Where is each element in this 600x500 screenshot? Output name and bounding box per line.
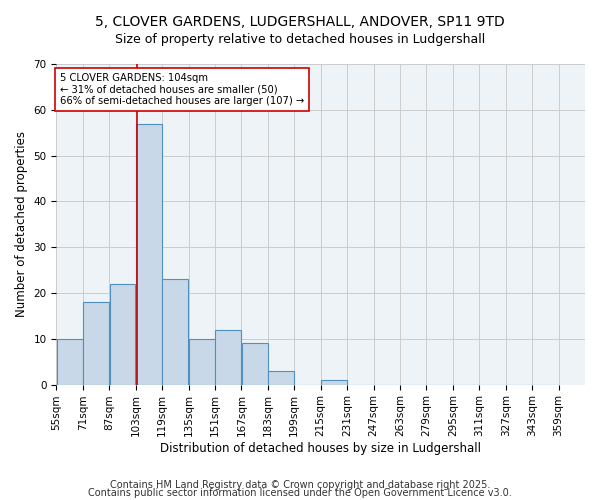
Bar bbox=[83, 302, 109, 384]
Bar bbox=[189, 339, 215, 384]
X-axis label: Distribution of detached houses by size in Ludgershall: Distribution of detached houses by size … bbox=[160, 442, 481, 455]
Y-axis label: Number of detached properties: Number of detached properties bbox=[15, 132, 28, 318]
Text: 5, CLOVER GARDENS, LUDGERSHALL, ANDOVER, SP11 9TD: 5, CLOVER GARDENS, LUDGERSHALL, ANDOVER,… bbox=[95, 15, 505, 29]
Bar bbox=[242, 344, 268, 384]
Text: Contains HM Land Registry data © Crown copyright and database right 2025.: Contains HM Land Registry data © Crown c… bbox=[110, 480, 490, 490]
Text: 5 CLOVER GARDENS: 104sqm
← 31% of detached houses are smaller (50)
66% of semi-d: 5 CLOVER GARDENS: 104sqm ← 31% of detach… bbox=[60, 73, 304, 106]
Bar bbox=[215, 330, 241, 384]
Bar bbox=[110, 284, 136, 384]
Bar bbox=[321, 380, 347, 384]
Bar bbox=[136, 124, 162, 384]
Text: Contains public sector information licensed under the Open Government Licence v3: Contains public sector information licen… bbox=[88, 488, 512, 498]
Bar bbox=[56, 339, 83, 384]
Bar bbox=[163, 280, 188, 384]
Text: Size of property relative to detached houses in Ludgershall: Size of property relative to detached ho… bbox=[115, 32, 485, 46]
Bar bbox=[268, 371, 294, 384]
